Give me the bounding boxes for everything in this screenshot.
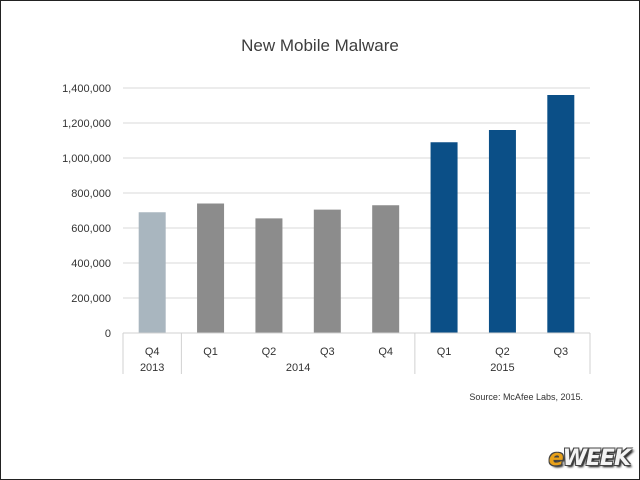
bar [547,95,575,333]
y-tick-label: 400,000 [71,258,111,270]
bar [430,142,458,333]
bar [313,209,341,333]
chart-title: New Mobile Malware [241,36,399,55]
x-tick-label: Q3 [553,346,568,358]
bar [255,218,283,333]
bar [372,205,400,333]
x-group-label: 2015 [490,362,514,374]
x-tick-label: Q4 [378,346,393,358]
y-tick-label: 1,400,000 [62,83,111,95]
y-tick-label: 600,000 [71,223,111,235]
eweek-logo: eWEEK [548,446,631,471]
y-tick-label: 800,000 [71,188,111,200]
bar [138,212,166,333]
y-tick-label: 200,000 [71,293,111,305]
x-tick-label: Q4 [145,346,160,358]
bar [488,130,516,333]
x-group-label: 2013 [140,362,164,374]
x-tick-label: Q2 [495,346,510,358]
bar [197,203,225,333]
source-note: Source: McAfee Labs, 2015. [469,392,583,402]
x-tick-label: Q1 [203,346,218,358]
y-tick-label: 1,200,000 [62,118,111,130]
x-tick-label: Q2 [262,346,277,358]
x-group-label: 2014 [286,362,310,374]
x-tick-label: Q1 [437,346,452,358]
x-tick-label: Q3 [320,346,335,358]
y-tick-label: 1,000,000 [62,153,111,165]
y-tick-label: 0 [105,328,111,340]
